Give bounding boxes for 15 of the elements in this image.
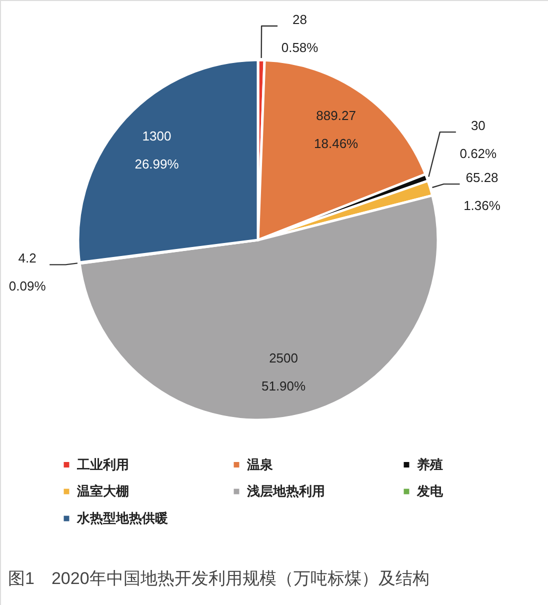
text: 图1 2020年中国地热开发利用规模（万吨标煤）及结构 (8, 569, 430, 588)
data-label: 2500 51.90% (261, 350, 306, 394)
legend-label: 养殖 (416, 456, 443, 472)
data-label: 4.2 0.09% (8, 250, 46, 294)
legend-label: 工业利用 (76, 456, 129, 472)
legend-label: 水热型地热供暖 (76, 510, 168, 526)
data-label: 65.28 1.36% (464, 170, 501, 214)
data-label: 1300 26.99% (134, 128, 180, 172)
legend-label: 温泉 (246, 456, 273, 472)
legend-label: 发电 (416, 484, 444, 498)
legend-label: 浅层地热利用 (246, 484, 325, 498)
data-label: 889.27 18.46% (314, 108, 359, 151)
data-label: 30 0.62% (460, 118, 498, 162)
legend-label: 温室大棚 (76, 484, 129, 498)
data-label: 28 0.58% (281, 12, 319, 56)
